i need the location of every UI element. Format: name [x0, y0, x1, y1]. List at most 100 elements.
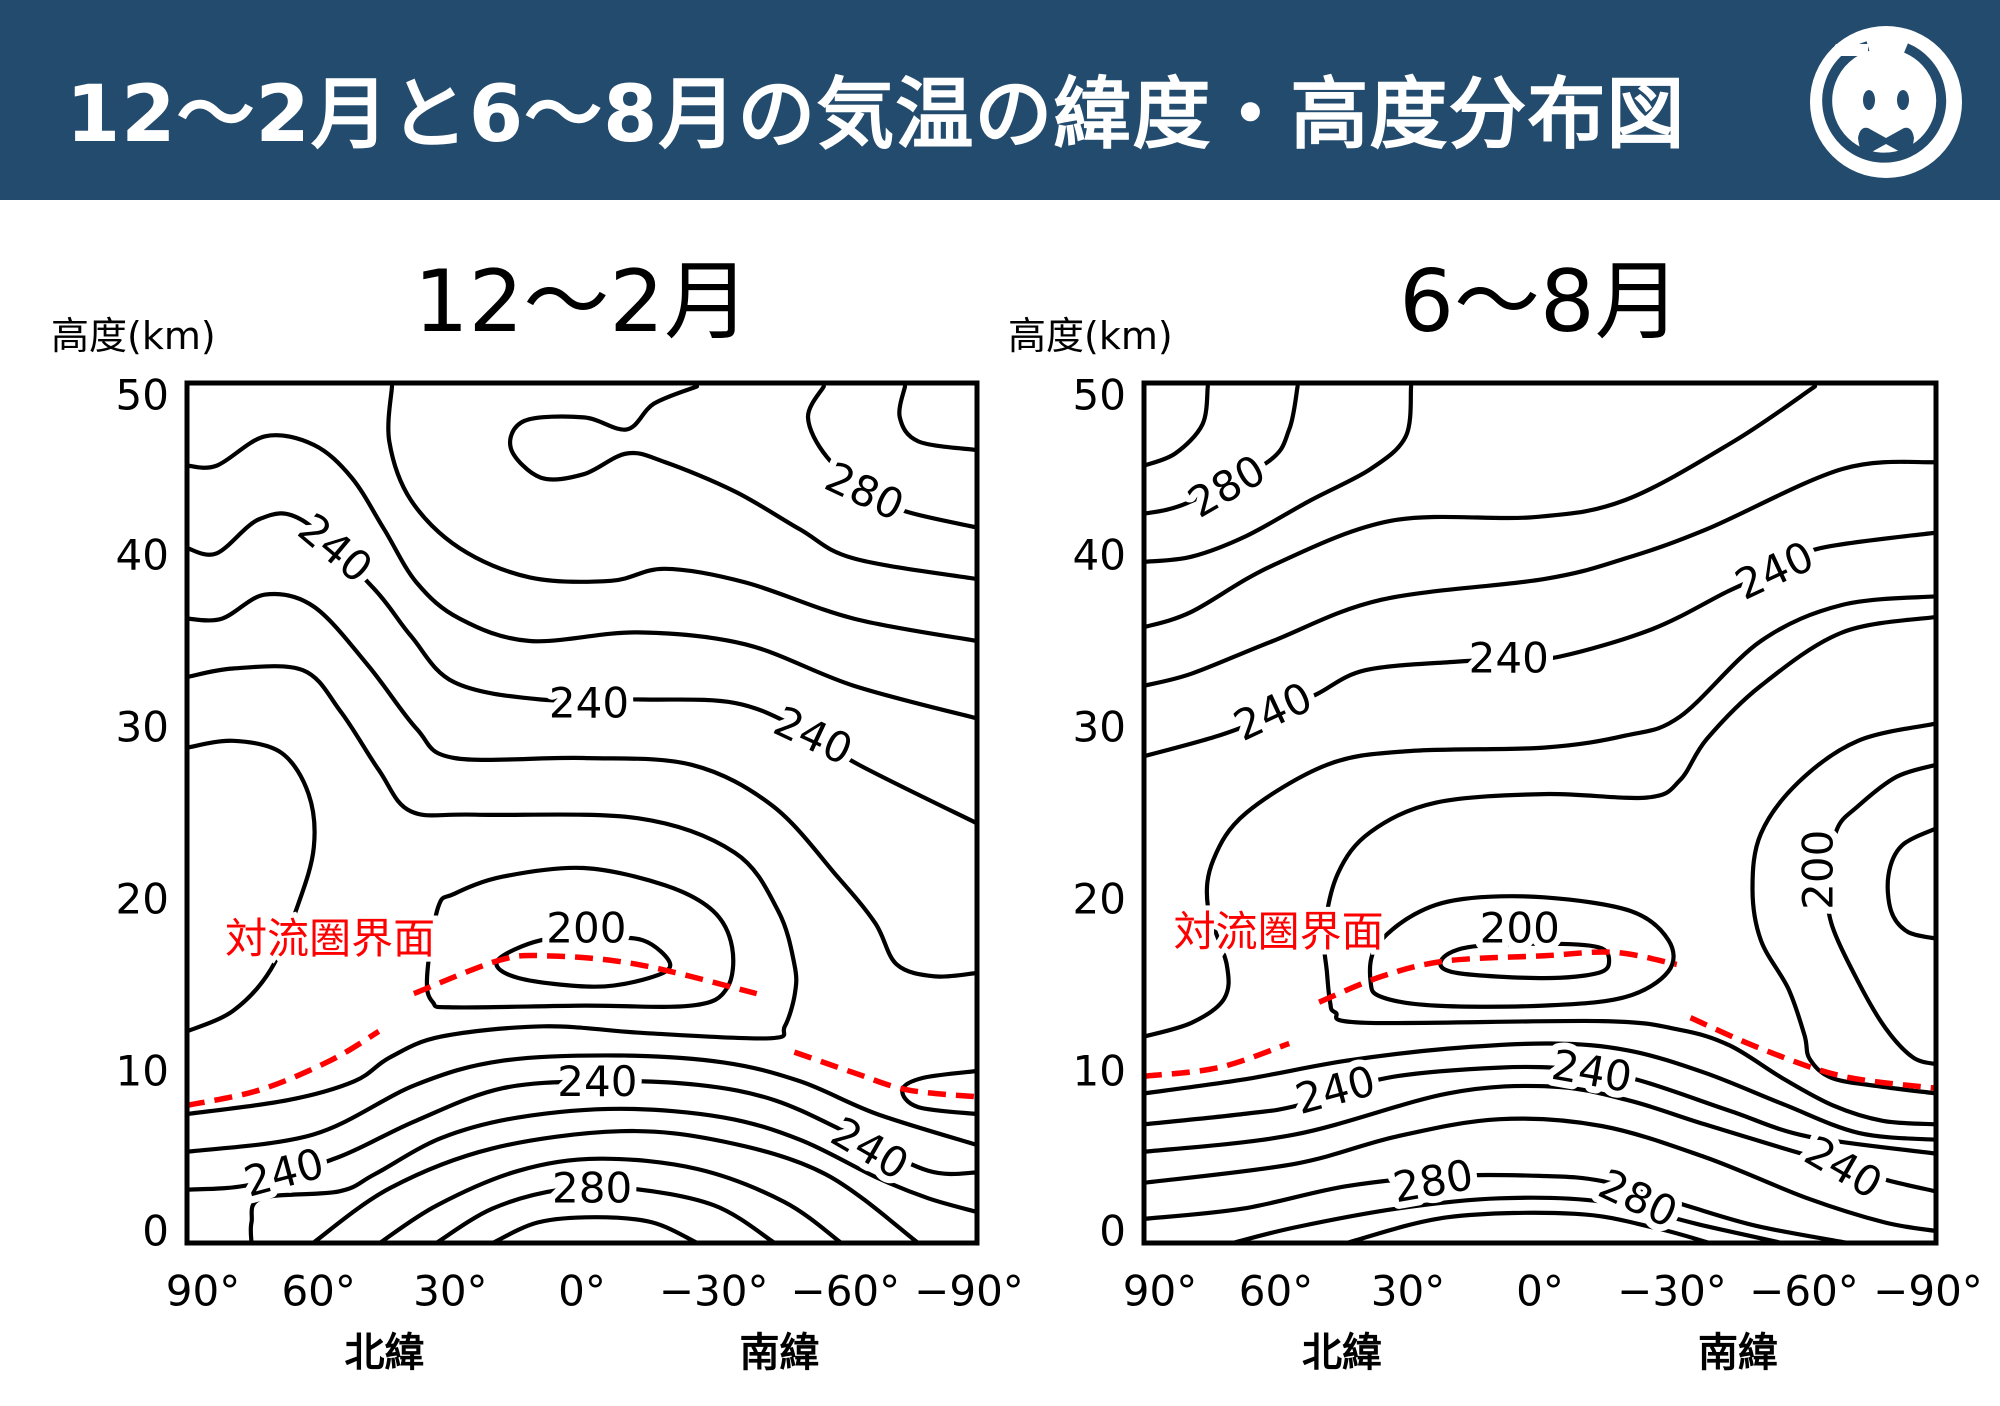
x-tick-label: 30°	[1371, 1267, 1445, 1316]
isotherm-line	[494, 935, 673, 989]
isotherm-line	[187, 664, 799, 1117]
y-tick-label: 50	[1073, 371, 1126, 420]
hemisphere-label: 南緯	[740, 1330, 820, 1376]
mascot-logo-icon	[1810, 26, 1962, 178]
isotherm-label: 280	[1180, 445, 1274, 528]
isotherm-line	[187, 433, 977, 721]
isotherm-line	[1144, 384, 1300, 516]
isotherm-line	[187, 738, 317, 1034]
isotherm-label: 200	[1480, 904, 1560, 953]
hemisphere-label: 北緯	[1302, 1330, 1382, 1376]
isotherm-line	[1144, 530, 1936, 759]
chart-title: 12～2月	[414, 252, 750, 352]
x-tick-label: −60°	[1749, 1267, 1859, 1316]
isotherm-line	[310, 1128, 921, 1243]
isotherm-line	[1144, 384, 1414, 564]
y-tick-label: 10	[116, 1047, 169, 1096]
isotherm-line	[1230, 1195, 1785, 1243]
hemisphere-label: 北緯	[345, 1330, 425, 1376]
isotherm-line	[508, 384, 977, 582]
chart-title: 6～8月	[1399, 252, 1680, 352]
y-tick-label: 40	[116, 531, 169, 580]
isotherm-label: 240	[549, 678, 629, 727]
y-tick-label: 20	[1073, 875, 1126, 924]
tropopause-dashed-line	[793, 1049, 977, 1100]
hemisphere-label: 南緯	[1698, 1330, 1778, 1376]
isotherm-line	[187, 1053, 977, 1154]
x-tick-label: 0°	[558, 1267, 606, 1316]
isotherm-line	[434, 1184, 777, 1243]
y-axis-label: 高度(km)	[1008, 314, 1173, 358]
x-tick-label: 30°	[413, 1267, 487, 1316]
isotherm-line	[1144, 1064, 1936, 1156]
isotherm-line	[1321, 614, 1936, 1127]
isotherm-label: 280	[1389, 1150, 1476, 1212]
isotherm-label: 240	[1469, 634, 1549, 683]
plot-frame	[1141, 380, 1939, 1246]
page-title: 12～2月と6～8月の気温の緯度・高度分布図	[66, 70, 1686, 160]
isotherm-label: 240	[1226, 672, 1319, 750]
isotherm-label: 240	[239, 1138, 329, 1206]
isotherm-line	[1885, 826, 1936, 941]
isotherm-label: 240	[767, 696, 860, 774]
y-tick-label: 20	[116, 875, 169, 924]
tropopause-label: 対流圏界面	[225, 914, 435, 963]
isotherm-label: 200	[546, 904, 626, 953]
isotherm-line	[897, 384, 977, 453]
x-tick-label: 0°	[1516, 1267, 1564, 1316]
y-tick-label: 30	[1073, 703, 1126, 752]
x-tick-label: −90°	[914, 1267, 1024, 1316]
isotherm-line	[1344, 1210, 1712, 1243]
x-tick-label: 60°	[1239, 1267, 1313, 1316]
isotherm-label: 240	[1728, 531, 1821, 609]
isotherm-line	[1144, 1083, 1936, 1194]
isotherm-line	[1144, 1172, 1851, 1243]
isotherm-line	[187, 591, 977, 979]
isotherm-line	[1438, 941, 1612, 981]
y-tick-label: 30	[116, 703, 169, 752]
isotherm-line	[248, 1106, 977, 1243]
isotherm-label: 200	[1794, 830, 1843, 910]
isotherm-line	[386, 384, 977, 644]
isotherm-label: 280	[552, 1163, 632, 1212]
isotherm-label: 240	[823, 1107, 917, 1190]
x-tick-label: −90°	[1873, 1267, 1983, 1316]
y-tick-label: 40	[1073, 531, 1126, 580]
isotherm-line	[805, 384, 977, 530]
y-tick-label: 0	[1099, 1207, 1126, 1256]
x-tick-label: −30°	[659, 1267, 769, 1316]
isotherm-label: 240	[557, 1057, 637, 1106]
x-tick-label: 60°	[281, 1267, 355, 1316]
tropopause-dashed-line	[1318, 949, 1678, 1005]
isotherm-line	[377, 1156, 844, 1243]
y-tick-label: 10	[1073, 1047, 1126, 1096]
plot-frame	[184, 380, 980, 1246]
isotherm-line	[1825, 762, 1936, 1067]
y-tick-label: 0	[142, 1207, 169, 1256]
tropopause-dashed-line	[187, 1029, 381, 1109]
tropopause-dashed-line	[1689, 1015, 1936, 1091]
x-tick-label: −60°	[791, 1267, 901, 1316]
tropopause-dashed-line	[412, 952, 758, 997]
header-bar: 12～2月と6～8月の気温の緯度・高度分布図	[0, 0, 2000, 200]
isotherm-line	[1144, 594, 1936, 1039]
x-tick-label: 90°	[1123, 1267, 1197, 1316]
isotherm-line	[1144, 1041, 1936, 1142]
tropopause-label: 対流圏界面	[1174, 907, 1384, 956]
isotherm-line	[187, 1079, 977, 1192]
isotherm-line	[1367, 894, 1676, 1009]
y-tick-label: 50	[116, 371, 169, 420]
y-axis-label: 高度(km)	[51, 314, 216, 358]
isotherm-line	[1144, 1116, 1936, 1234]
isotherm-line	[1144, 384, 1818, 630]
isotherm-line	[424, 865, 736, 1010]
isotherm-line	[1144, 459, 1936, 688]
tropopause-dashed-line	[1144, 1040, 1291, 1079]
x-tick-label: 90°	[166, 1267, 240, 1316]
x-tick-label: −30°	[1617, 1267, 1727, 1316]
